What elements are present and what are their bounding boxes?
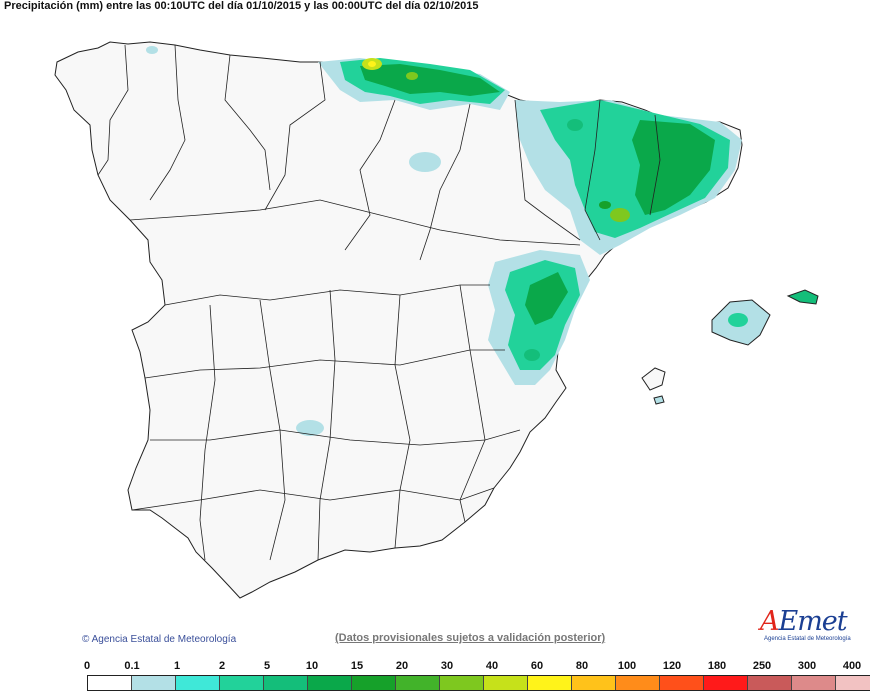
rain-east-heavy [525,272,568,325]
rain-north-heavy [360,64,500,96]
legend-label: 120 [662,660,682,672]
legend-swatch [220,676,264,690]
aemet-logo-mark: AEmet [760,606,848,637]
island-formentera [653,395,665,405]
legend-label: 300 [797,660,817,672]
legend-swatch [748,676,792,690]
legend-label: 10 [305,660,319,672]
rain-east-spot [524,349,540,361]
legend-label: 40 [485,660,499,672]
legend-label: 5 [263,660,271,672]
rain-spot-castilla [409,152,441,172]
aemet-logo: AEmet Agencia Estatal de Meteorología [760,606,851,643]
copyright-icon: © [82,634,90,645]
legend-labels: 0 0.1 1 2 5 10 15 20 30 40 60 80 100 120 180 250 300 400 [0,660,870,674]
legend-label: 2 [218,660,226,672]
rain-spot-galicia [146,46,158,54]
legend-label: 250 [752,660,772,672]
legend-swatch [264,676,308,690]
legend-swatch [308,676,352,690]
legend-swatch [528,676,572,690]
legend-label: 60 [530,660,544,672]
legend-swatch [792,676,836,690]
rain-northeast-heavy [632,120,715,215]
island-ibiza [641,367,666,391]
legend-color-bar [87,675,870,691]
legend-swatch [132,676,176,690]
legend-swatch [176,676,220,690]
legend-label: 20 [395,660,409,672]
rain-spot-south [296,420,324,436]
rain-north-spot [406,72,418,80]
island-menorca [786,289,819,305]
legend-label: 400 [842,660,862,672]
legend-swatch [440,676,484,690]
legend-label: 180 [707,660,727,672]
legend-swatch [352,676,396,690]
rain-northeast-spot-3 [599,201,611,209]
rain-mallorca [728,313,748,327]
legend-swatch [88,676,132,690]
legend-swatch [836,676,870,690]
legend-label: 0.1 [124,660,140,672]
rain-northeast-spot-1 [610,208,630,222]
legend-swatch [616,676,660,690]
map-title: Precipitación (mm) entre las 00:10UTC de… [4,0,479,12]
legend-swatch [572,676,616,690]
copyright-label: Agencia Estatal de Meteorología [91,634,237,645]
legend-label: 100 [617,660,637,672]
legend-swatch [704,676,748,690]
legend-swatch [484,676,528,690]
copyright-text: © Agencia Estatal de Meteorología [82,634,236,645]
legend-label: 80 [575,660,589,672]
legend-swatch [660,676,704,690]
aemet-logo-subtitle: Agencia Estatal de Meteorología [764,636,851,642]
legend-label: 0 [83,660,91,672]
rain-north-peak-core [368,61,376,67]
legend-label: 15 [350,660,364,672]
rain-northeast-spot-2 [567,119,583,131]
legend-label: 30 [440,660,454,672]
legend-label: 1 [173,660,181,672]
region-borders [97,44,661,561]
legend-swatch [396,676,440,690]
disclaimer-text: (Datos provisionales sujetos a validació… [335,632,606,644]
